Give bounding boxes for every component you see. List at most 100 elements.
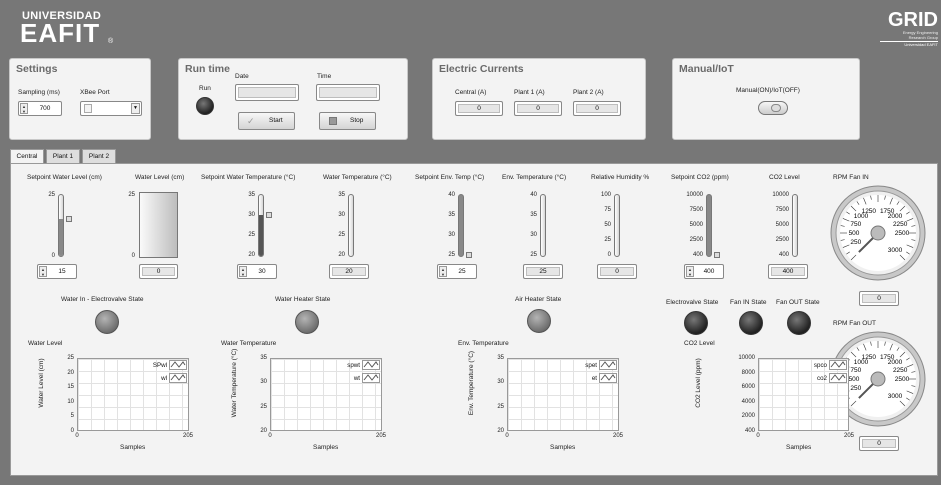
logo-line2: EAFIT (20, 18, 101, 48)
sp-co2-slider-handle[interactable] (714, 252, 720, 258)
chart-xlabel: Samples (120, 444, 146, 451)
electrovalve-led-label: Electrovalve State (666, 299, 719, 306)
gauge-tick-mark (911, 239, 916, 241)
sp-wl-input[interactable]: ▲ ▼ 15 (37, 264, 77, 279)
sp-et-tick-2: 30 (448, 232, 455, 238)
start-button[interactable]: ✓ Start (238, 112, 295, 130)
gauge-tick-mark (842, 218, 850, 222)
heater-led-label: Water Heater State (275, 296, 331, 303)
chart-ytick: 6000 (741, 384, 755, 391)
sp-wt-input[interactable]: ▲ ▼ 30 (237, 264, 277, 279)
et-tick-3: 25 (530, 252, 537, 258)
wl-display: 0 (139, 264, 178, 279)
fan-out-led (787, 311, 811, 335)
legend-wave-icon (362, 360, 380, 370)
central-tab-content: Setpoint Water Level (cm) 25 0 ▲ ▼ 15 Wate… (10, 163, 938, 476)
grid-sub3: Universidad EAFIT (880, 41, 938, 47)
runtime-panel: Run time Run Date Time ✓ Start Stop (178, 58, 408, 140)
water-tank (139, 192, 178, 258)
date-display (235, 84, 299, 101)
tab-plant1[interactable]: Plant 1 (46, 149, 80, 163)
manual-iot-toggle[interactable] (758, 101, 788, 115)
sp-et-slider-handle[interactable] (466, 252, 472, 258)
sp-et-value: 25 (458, 268, 466, 275)
chart-legend-label: wt (353, 375, 360, 382)
chart-plot-area (507, 358, 619, 431)
gauge-tick-mark (856, 347, 860, 351)
fan-in-display: 0 (859, 291, 899, 306)
stepper-arrows-icon[interactable]: ▲ ▼ (239, 266, 247, 277)
gauge-tick-label: 250 (850, 239, 861, 246)
chart-ytick: 10 (67, 398, 74, 405)
chart-xlabel: Samples (550, 444, 576, 451)
gauge-tick-mark (870, 341, 872, 346)
sampling-input[interactable]: ▲ ▼ 700 (18, 101, 62, 116)
plant2-current-label: Plant 2 (A) (573, 89, 604, 96)
chart-title: Env. Temperature (458, 340, 509, 347)
grid-sub1: Energy Engineering (902, 30, 938, 35)
wt-label: Water Temperature (°C) (323, 174, 392, 181)
sp-et-slider[interactable] (458, 194, 464, 257)
settings-title: Settings (16, 63, 58, 75)
stop-button[interactable]: Stop (319, 112, 376, 130)
sp-et-tick-1: 35 (448, 212, 455, 218)
fan-out-display: 0 (859, 436, 899, 451)
gauge-tick-mark (899, 254, 906, 261)
stepper-arrows-icon[interactable]: ▲ ▼ (39, 266, 47, 277)
gauge-tick-label: 1750 (880, 354, 895, 361)
gauge-tick-mark (906, 357, 910, 361)
gauge-tick-mark (884, 195, 886, 200)
sp-wl-slider[interactable] (58, 194, 64, 257)
chart-ytick: 25 (497, 403, 504, 410)
co2-tick-0: 10000 (772, 192, 789, 198)
wt-display: 20 (329, 264, 369, 279)
wt-tick-1: 30 (338, 212, 345, 218)
gauge-tick-mark (899, 205, 906, 212)
sp-wl-tick-top: 25 (48, 192, 55, 198)
gauge-tick-mark (846, 211, 850, 215)
sampling-value: 700 (39, 105, 51, 112)
legend-wave-icon (599, 360, 617, 370)
chart-xtick: 205 (182, 433, 193, 439)
sp-wt-value: 30 (258, 268, 266, 275)
waveform-chart: Water Level 25 20 15 10 5 0 0 205 Samples Water Le… (28, 340, 218, 475)
sp-wt-slider[interactable] (258, 194, 264, 257)
gauge-tick-label: 2000 (888, 359, 903, 366)
chevron-down-icon[interactable]: ▼ (131, 103, 140, 114)
chart-legend-label: spwt (347, 362, 360, 369)
sp-et-label: Setpoint Env. Temp (°C) (415, 174, 485, 181)
tab-plant2[interactable]: Plant 2 (82, 149, 116, 163)
gauge-tick-label: 1250 (862, 354, 877, 361)
run-label: Run (199, 85, 211, 92)
rh-bar (614, 194, 620, 257)
chart-xtick: 205 (612, 433, 623, 439)
fan-out-led-label: Fan OUT State (776, 299, 820, 306)
chart-xtick: 0 (505, 433, 509, 439)
wt-tick-0: 35 (338, 192, 345, 198)
air-heater-led-label: Air Heater State (515, 296, 562, 303)
stepper-arrows-icon[interactable]: ▲ ▼ (439, 266, 447, 277)
sp-et-tick-3: 25 (448, 252, 455, 258)
legend-wave-icon (362, 373, 380, 383)
chart-xtick: 0 (268, 433, 272, 439)
air-heater-led (527, 309, 551, 333)
sp-et-input[interactable]: ▲ ▼ 25 (437, 264, 477, 279)
stepper-arrows-icon[interactable]: ▲ ▼ (686, 266, 694, 277)
xbee-port-select[interactable]: ▼ (80, 101, 142, 116)
chart-title: Water Temperature (221, 340, 277, 347)
legend-wave-icon (599, 373, 617, 383)
sp-co2-slider[interactable] (706, 194, 712, 257)
sp-co2-value: 400 (703, 268, 715, 275)
gauge-tick-label: 500 (849, 230, 860, 237)
grid-logo-text: GRID (888, 9, 938, 31)
stepper-arrows-icon[interactable]: ▲ ▼ (20, 103, 28, 114)
sp-wt-label: Setpoint Water Temperature (°C) (201, 174, 296, 181)
gauge-tick-mark (889, 197, 893, 205)
tab-central[interactable]: Central (10, 149, 44, 164)
sp-wt-slider-handle[interactable] (266, 212, 272, 218)
sp-co2-input[interactable]: ▲ ▼ 400 (684, 264, 724, 279)
sp-wl-slider-handle[interactable] (66, 216, 72, 222)
chart-ytick: 25 (260, 403, 267, 410)
fan-in-led-label: Fan IN State (730, 299, 767, 306)
